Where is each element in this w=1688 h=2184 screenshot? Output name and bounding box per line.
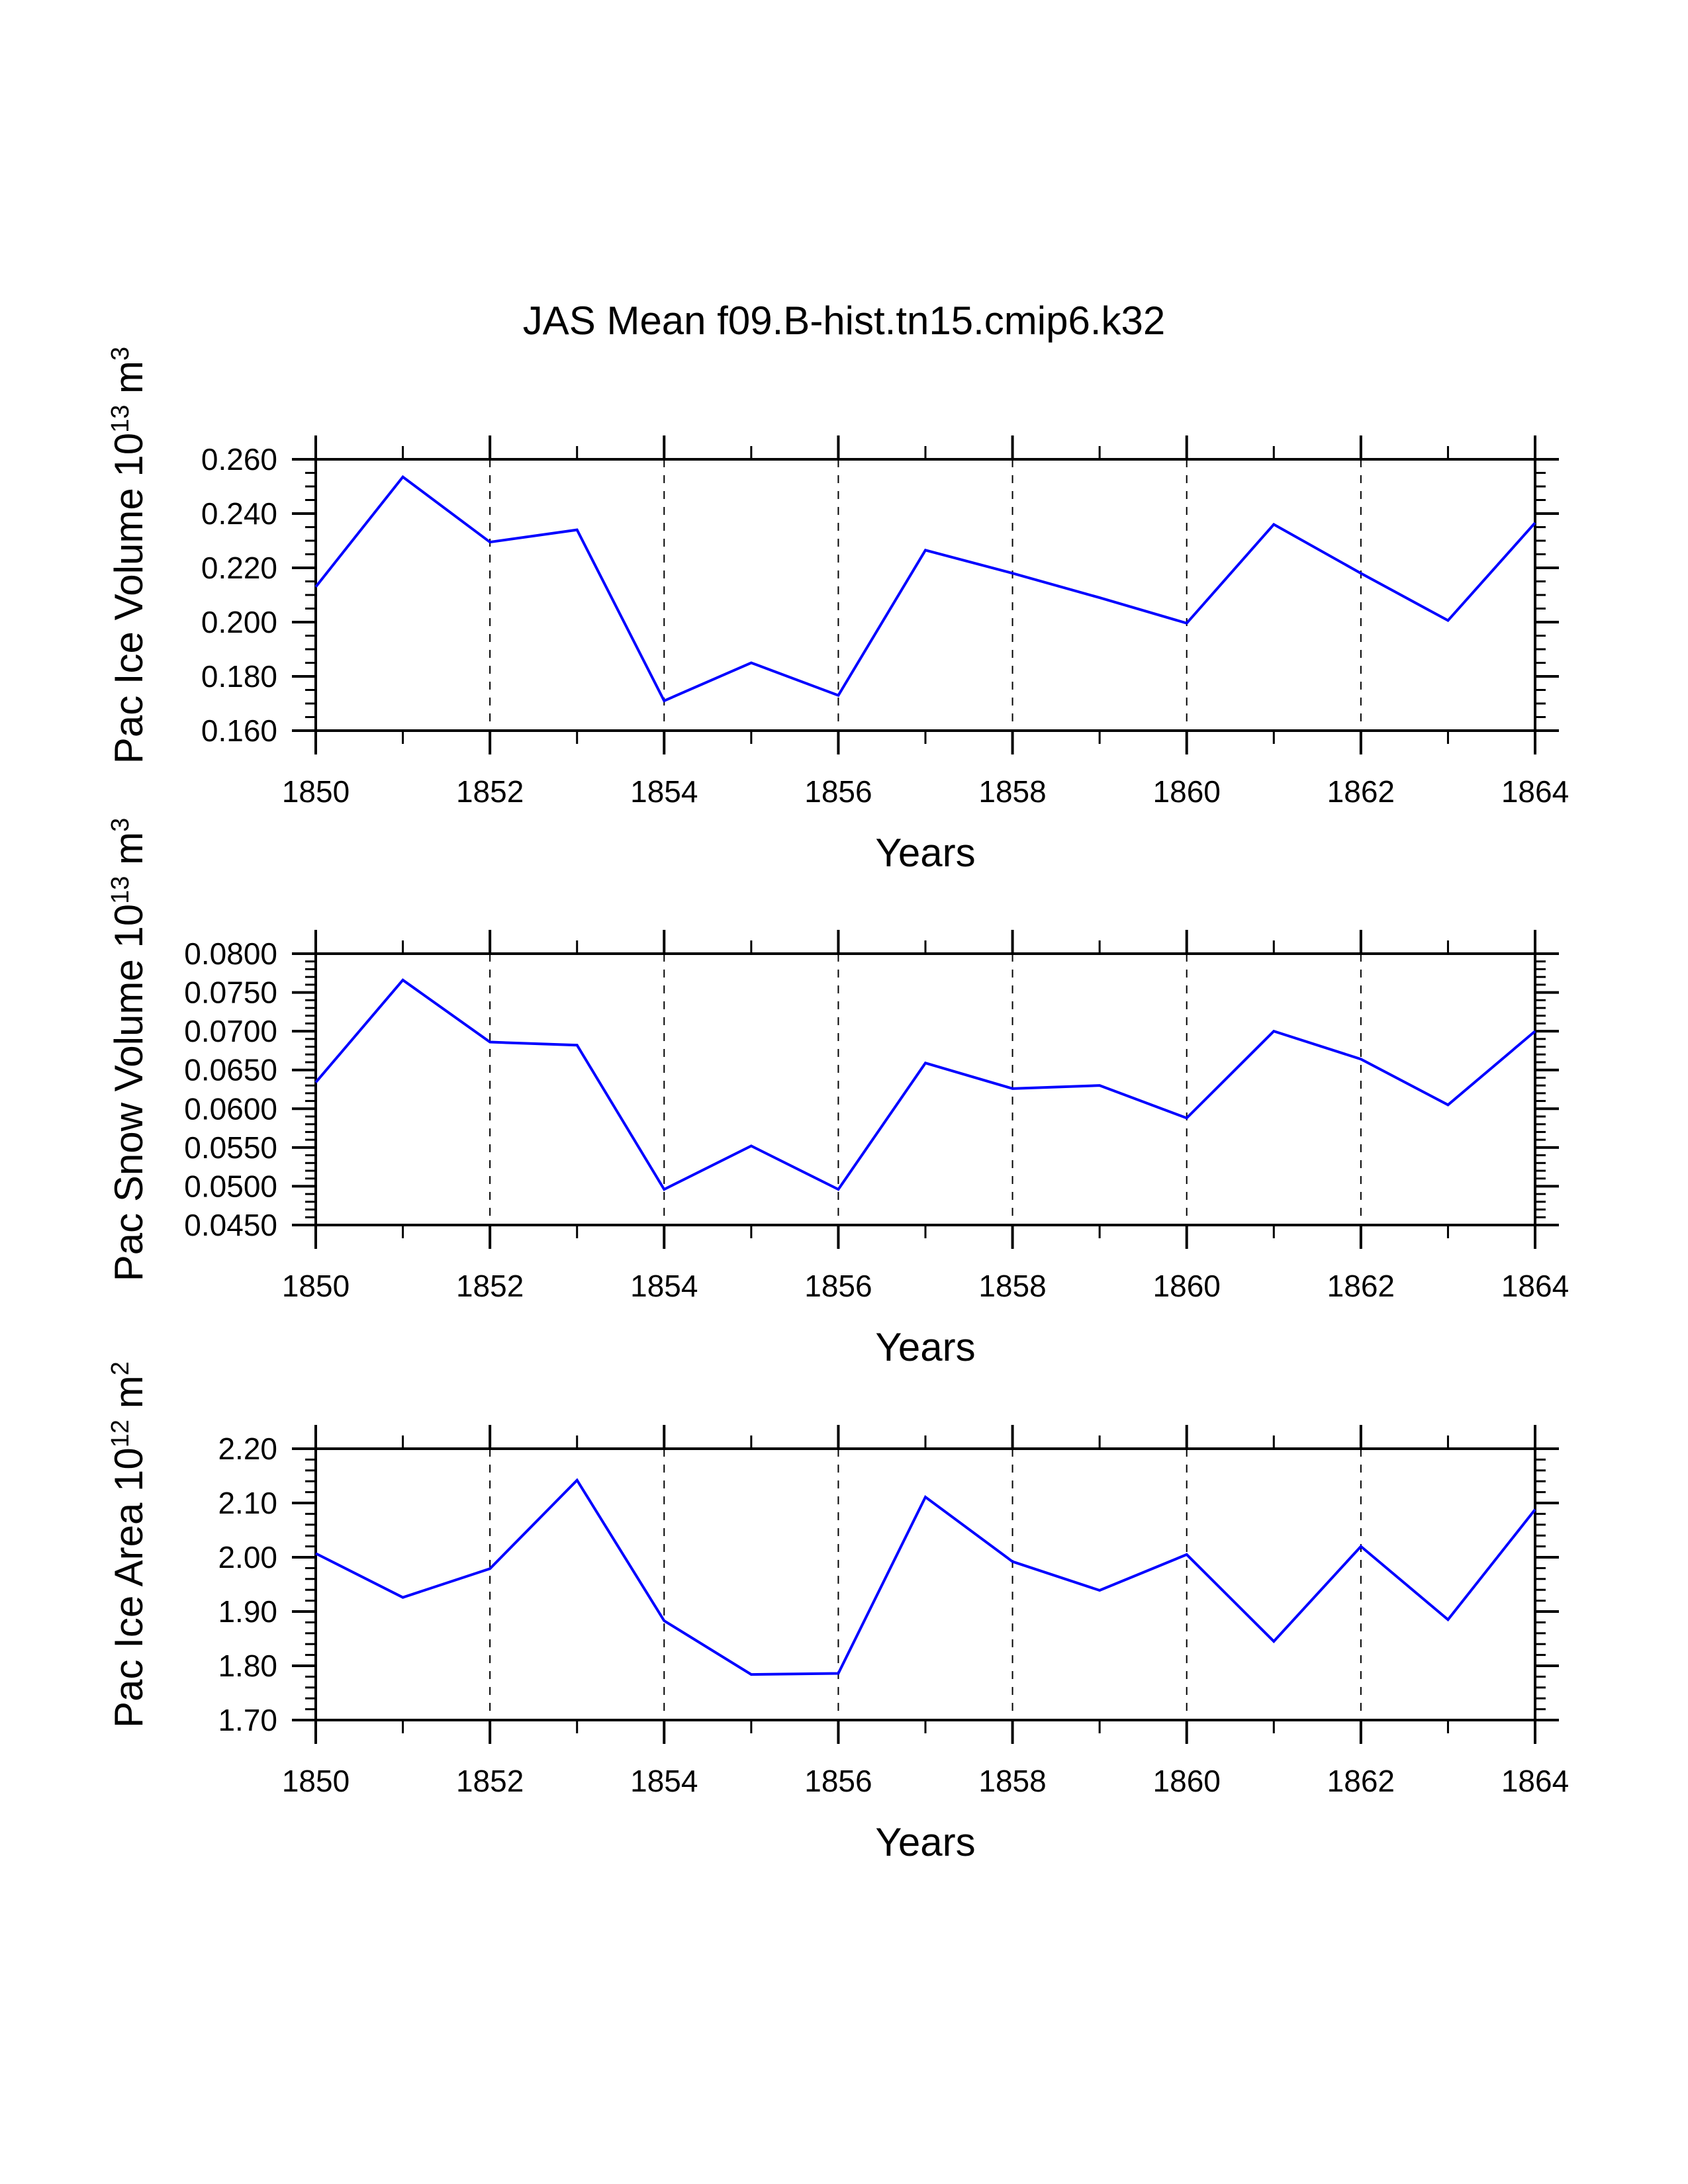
- x-tick-label: 1860: [1153, 1269, 1221, 1303]
- plot-frame: [314, 1447, 1536, 1721]
- x-tick-label: 1856: [804, 1764, 872, 1798]
- x-tick-label: 1864: [1501, 774, 1569, 809]
- y-tick-label: 0.180: [201, 659, 277, 694]
- data-series-line: [314, 978, 1536, 1191]
- superscript: 2: [107, 1361, 134, 1375]
- y-axis-label: Pac Ice Area 1012 m2: [107, 1361, 151, 1728]
- panel-2: 1850 1852 1854 1856 1858 1860 1862 1864 0.0450 0.…: [107, 818, 1569, 1369]
- plot-frame: [314, 458, 1536, 732]
- x-tick-label: 1850: [282, 1764, 350, 1798]
- y-tick-label: 2.20: [218, 1432, 277, 1466]
- superscript: 12: [107, 1420, 134, 1447]
- x-tick-label: 1854: [630, 1764, 698, 1798]
- x-tick-label: 1850: [282, 1269, 350, 1303]
- y-axis-label: Pac Snow Volume 1013 m3: [107, 818, 151, 1281]
- y-tick-label: 0.0450: [184, 1208, 277, 1242]
- y-tick-label: 0.0800: [184, 936, 277, 971]
- x-tick-label: 1852: [456, 1269, 524, 1303]
- y-axis-label: Pac Ice Volume 1013 m3: [107, 347, 151, 764]
- y-tick-label: 1.90: [218, 1594, 277, 1629]
- superscript: 3: [107, 818, 134, 832]
- chart-title: JAS Mean f09.B-hist.tn15.cmip6.k32: [523, 298, 1166, 343]
- x-tick-label: 1852: [456, 1764, 524, 1798]
- x-tick-label: 1856: [804, 774, 872, 809]
- x-tick-label: 1864: [1501, 1764, 1569, 1798]
- y-tick-label: 0.0600: [184, 1091, 277, 1126]
- x-axis-label: Years: [875, 831, 975, 875]
- x-tick-label: 1854: [630, 1269, 698, 1303]
- label-part: m: [107, 361, 151, 405]
- label-part: Pac Ice Volume 10: [107, 433, 151, 764]
- x-tick-label: 1858: [978, 1764, 1046, 1798]
- x-tick-label: 1864: [1501, 1269, 1569, 1303]
- x-tick-label: 1860: [1153, 1764, 1221, 1798]
- x-tick-label: 1852: [456, 774, 524, 809]
- x-tick-label: 1850: [282, 774, 350, 809]
- x-tick-label: 1858: [978, 1269, 1046, 1303]
- y-tick-label: 2.00: [218, 1540, 277, 1574]
- y-tick-label: 0.0550: [184, 1130, 277, 1165]
- x-tick-label: 1862: [1327, 774, 1395, 809]
- x-tick-label: 1856: [804, 1269, 872, 1303]
- x-tick-label: 1862: [1327, 1269, 1395, 1303]
- y-tick-label: 1.80: [218, 1649, 277, 1683]
- panel-3: 1850 1852 1854 1856 1858 1860 1862 1864 1.70 1.80…: [107, 1361, 1569, 1864]
- x-axis-label: Years: [875, 1820, 975, 1864]
- y-tick-label: 0.0700: [184, 1014, 277, 1048]
- y-tick-label: 0.160: [201, 713, 277, 748]
- label-part: m: [107, 832, 151, 876]
- y-tick-label: 0.0500: [184, 1169, 277, 1203]
- y-tick-label: 1.70: [218, 1703, 277, 1737]
- superscript: 13: [107, 405, 134, 433]
- y-tick-label: 2.10: [218, 1486, 277, 1520]
- y-tick-label: 0.220: [201, 551, 277, 585]
- x-tick-label: 1854: [630, 774, 698, 809]
- x-tick-label: 1862: [1327, 1764, 1395, 1798]
- y-tick-label: 0.200: [201, 605, 277, 639]
- x-tick-label: 1858: [978, 774, 1046, 809]
- data-series-line: [315, 1478, 1536, 1676]
- label-part: Pac Ice Area 10: [107, 1447, 151, 1728]
- y-tick-label: 0.0650: [184, 1053, 277, 1087]
- y-tick-label: 0.260: [201, 442, 277, 477]
- x-tick-label: 1860: [1153, 774, 1221, 809]
- superscript: 3: [107, 347, 134, 361]
- label-part: m: [107, 1375, 151, 1420]
- y-tick-label: 0.0750: [184, 976, 277, 1010]
- x-axis-label: Years: [875, 1325, 975, 1369]
- superscript: 13: [107, 876, 134, 904]
- label-part: Pac Snow Volume 10: [107, 904, 151, 1281]
- plot-frame: [314, 952, 1536, 1226]
- panel-1: 1850 1852 1854 1856 1858 1860 1862 1864 0.160 0.1…: [107, 347, 1569, 875]
- data-series-line: [314, 475, 1536, 703]
- y-tick-label: 0.240: [201, 496, 277, 531]
